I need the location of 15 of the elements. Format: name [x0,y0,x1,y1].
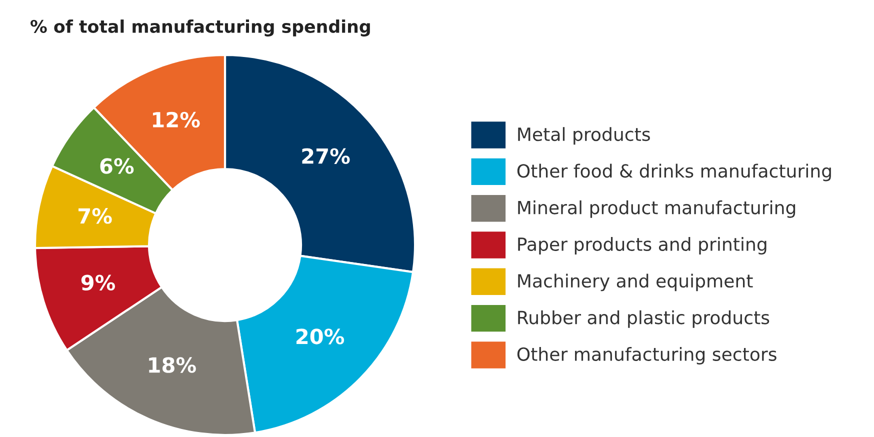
data-label: 12% [152,112,200,128]
data-label: 9% [81,274,116,291]
data-label: 18% [149,357,196,373]
data-label: 7% [78,208,112,224]
data-label: 20% [296,328,344,344]
data-label: 27% [302,148,350,164]
legend-label: Mineral product manufacturing [518,200,796,218]
legend-label: Paper products and printing [518,237,766,255]
legend-label: Metal products [518,127,650,145]
legend-label: Other manufacturing sectors [517,347,776,364]
legend-label: Rubber and plastic products [518,310,770,328]
chart-title: % of total manufacturing spending [30,20,370,36]
legend-label: Machinery and equipment [518,274,753,292]
data-label: 6% [100,158,134,174]
legend-label: Other food & drinks manufacturing [517,164,831,182]
